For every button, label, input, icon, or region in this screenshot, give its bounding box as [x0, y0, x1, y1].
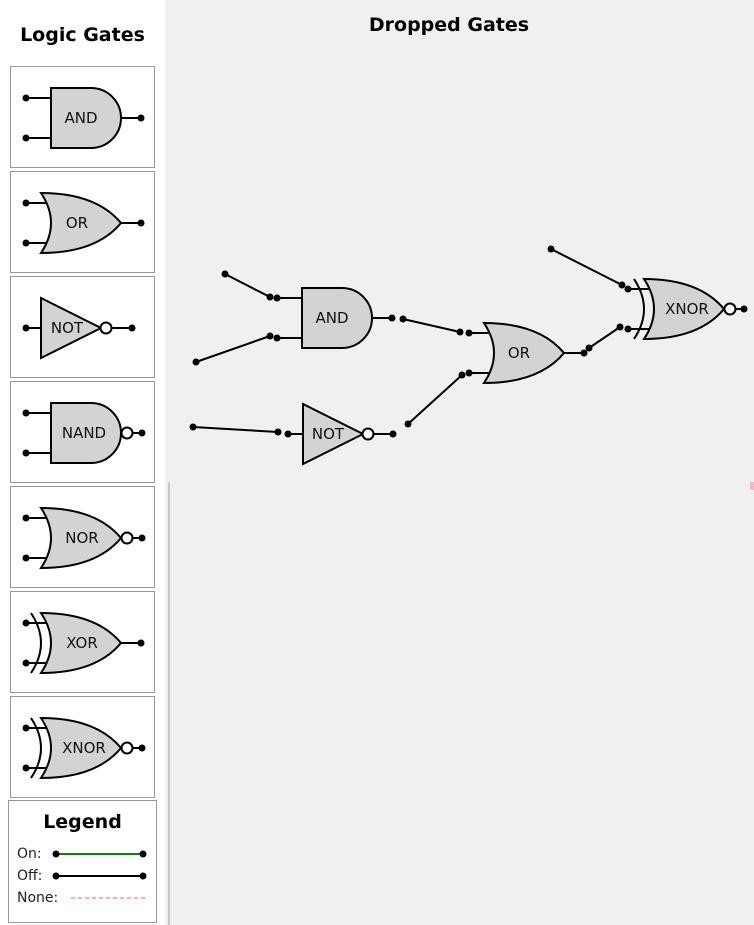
- palette-gate-xnor[interactable]: XNOR: [10, 696, 155, 798]
- dropped-gate-label: OR: [508, 344, 530, 362]
- palette-gate-label: XNOR: [62, 739, 106, 757]
- palette-gate-nand[interactable]: NAND: [10, 381, 155, 483]
- legend-on-label: On:: [17, 846, 42, 862]
- palette-gate-label: XOR: [66, 634, 98, 652]
- dropped-gate-label: XNOR: [665, 300, 709, 318]
- palette-gate-label: NAND: [62, 424, 106, 442]
- drop-canvas[interactable]: [165, 0, 754, 925]
- legend: Legend On: Off: None:: [8, 800, 157, 923]
- dropped-gate-label: AND: [315, 309, 348, 327]
- dropped-gate-not[interactable]: NOT: [284, 402, 397, 466]
- dropped-gate-or[interactable]: OR: [465, 321, 588, 385]
- dropped-gate-xnor[interactable]: XNOR: [624, 277, 748, 341]
- palette-gate-label: NOR: [65, 529, 98, 547]
- legend-none-label: None:: [17, 890, 59, 906]
- canvas-divider: [168, 482, 170, 925]
- legend-off-label: Off:: [17, 868, 43, 884]
- palette-gate-label: NOT: [51, 319, 84, 337]
- canvas-title: Dropped Gates: [368, 14, 530, 36]
- dropped-gate-label: NOT: [312, 425, 345, 443]
- dropped-gate-and[interactable]: AND: [273, 287, 396, 349]
- palette-gate-not[interactable]: NOT: [10, 276, 155, 378]
- palette-gate-and[interactable]: AND: [10, 66, 155, 168]
- gate-palette: Logic Gates AND OR: [0, 0, 165, 925]
- canvas-edge-marker: [750, 482, 754, 490]
- palette-gate-or[interactable]: OR: [10, 171, 155, 273]
- legend-swatches: [52, 850, 147, 899]
- palette-gate-nor[interactable]: NOR: [10, 486, 155, 588]
- palette-title: Logic Gates: [20, 24, 145, 46]
- legend-title: Legend: [43, 811, 122, 833]
- palette-gate-xor[interactable]: XOR: [10, 591, 155, 693]
- palette-gate-label: AND: [64, 109, 97, 127]
- palette-gate-label: OR: [66, 214, 88, 232]
